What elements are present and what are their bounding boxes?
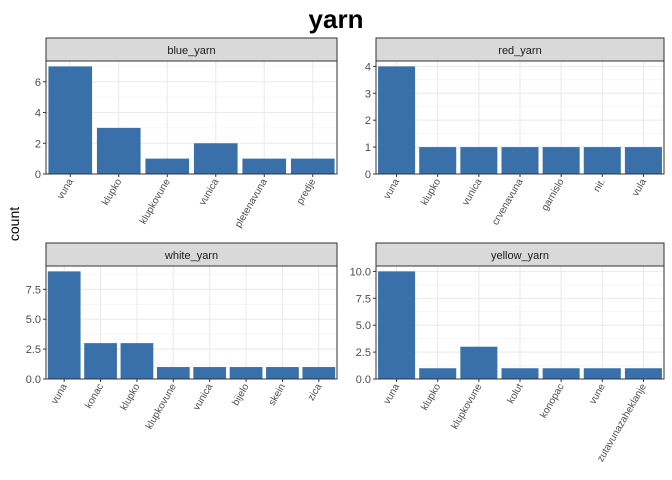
y-tick-label: 1 [365,142,371,154]
bar-vuna [47,271,81,379]
x-tick-label: konac [83,382,106,411]
y-tick-label: 10.0 [350,266,371,278]
bar-nit. [583,147,621,174]
bar-garnislo [542,147,580,174]
bar-vunica [193,143,238,174]
bar-zica [302,367,336,379]
facet-strip-label: yellow_yarn [491,250,549,262]
bar-skein [266,367,299,379]
panel-background [46,61,337,174]
x-tick-label: vuna [55,177,76,202]
y-tick-label: 2.5 [356,347,371,359]
panel-border [45,60,338,175]
bar-klupko [120,343,154,379]
x-tick-label: zica [306,382,325,403]
bar-klupko [96,127,141,174]
x-tick-label: klupko [419,382,443,413]
bar-klupkovune [145,158,190,174]
bar-zutavunazaheklanje [624,368,662,379]
x-tick-label: klupko [119,382,143,413]
bar-crvenavuna [501,147,539,174]
x-tick-label: klupkovune [138,177,173,227]
x-tick-label: bijelo [230,382,251,408]
x-tick-label: vuna [382,382,403,407]
x-tick-label: vuna [49,382,70,407]
y-tick-label: 7.5 [356,293,371,305]
y-tick-label: 2 [35,138,41,150]
x-tick-label: konopac [538,382,566,420]
bar-klupko [419,147,457,174]
y-tick-label: 4 [365,61,371,73]
x-tick-label: klupko [419,177,443,208]
bar-pletenavuna [242,158,287,174]
bar-vuna [378,271,416,379]
x-tick-label: vunica [460,177,484,208]
x-tick-label: crvenavuna [490,177,526,228]
x-tick-label: garnislo [540,177,567,213]
bar-predje [290,158,335,174]
y-tick-label: 0.0 [356,374,371,386]
y-tick-label: 0 [365,169,371,181]
panel-white_yarn: white_yarn 0.0 2.5 5.0 7.5 vuna konac klupko klu… [26,242,338,432]
y-tick-label: 0.0 [26,374,41,386]
x-tick-label: klupko [100,177,124,208]
y-tick-label: 3 [365,88,371,100]
x-tick-label: vunica [191,382,215,413]
x-tick-label: predje [295,177,319,207]
y-tick-label: 2.5 [26,344,41,356]
y-tick-label: 4 [35,108,41,120]
x-tick-label: skein [267,382,288,408]
x-tick-label: vuna [382,177,403,202]
y-tick-label: 0 [35,169,41,181]
y-axis-label: count [6,207,22,241]
bar-vula [624,147,662,174]
panel-border [45,265,338,380]
y-tick-label: 6 [35,77,41,89]
bar-vunica [193,367,227,379]
bar-vune [583,368,621,379]
x-tick-label: vunica [197,177,221,208]
x-tick-label: klupkovune [450,382,485,432]
bar-konopac [542,368,580,379]
x-tick-label: nit. [592,177,608,194]
facet-strip-label: red_yarn [498,45,541,57]
facet-strip-label: blue_yarn [167,45,215,57]
x-tick-label: vula [630,177,649,199]
bar-vuna [378,66,416,174]
x-tick-label: kolut [506,382,526,406]
x-tick-label: vune [588,382,609,407]
facet-strip-label: white_yarn [164,250,218,262]
chart-title: yarn [309,4,364,34]
y-tick-label: 2 [365,115,371,127]
bar-klupko [419,368,457,379]
bar-klupkovune [460,346,498,379]
bar-konac [84,343,117,379]
bar-vunica [460,147,498,174]
bar-klupkovune [156,367,190,379]
panel-red_yarn: red_yarn 0 1 2 3 4 vuna klupko vunica crvenavuna g… [365,37,665,228]
panel-yellow_yarn: yellow_yarn 0.0 2.5 5.0 7.5 10.0 vuna klupko klu… [350,242,665,464]
y-tick-label: 7.5 [26,284,41,296]
y-tick-label: 5.0 [356,320,371,332]
bar-kolut [501,368,539,379]
x-tick-label: klupkovune [144,382,179,432]
y-tick-label: 5.0 [26,314,41,326]
x-tick-label: pletenavuna [233,177,270,230]
bar-vuna [48,66,93,174]
bar-bijelo [229,367,263,379]
